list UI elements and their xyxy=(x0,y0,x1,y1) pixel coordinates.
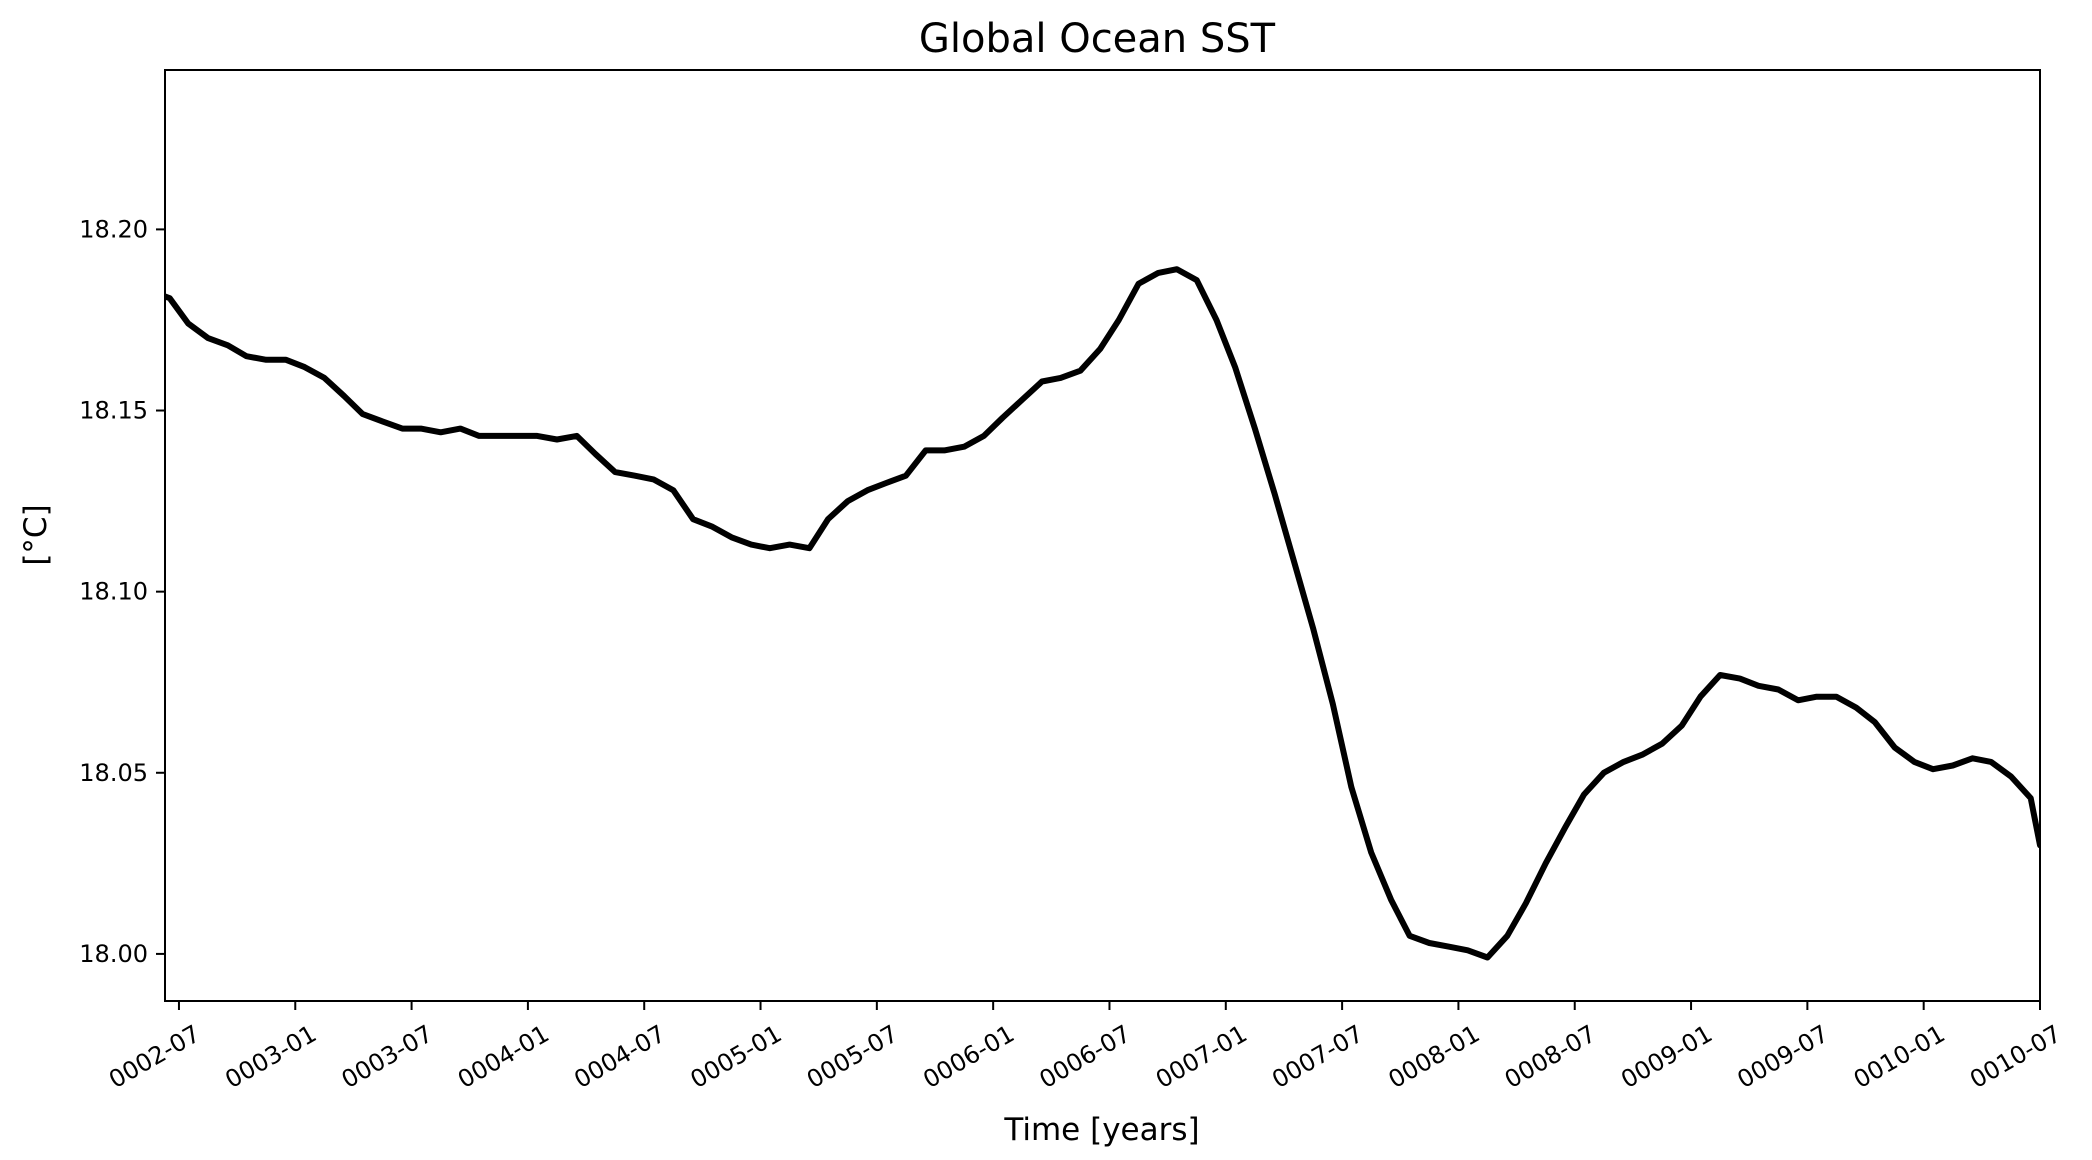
x-tick-label: 0008-01 xyxy=(1384,1020,1485,1094)
series-line xyxy=(165,266,2040,961)
x-tick-label: 0002-07 xyxy=(104,1020,205,1094)
x-tick-label: 0009-07 xyxy=(1733,1020,1834,1094)
x-tick-label: 0010-01 xyxy=(1849,1020,1950,1094)
y-tick-label: 18.05 xyxy=(79,759,148,787)
plot-frame xyxy=(164,69,2041,1002)
x-tick-label: 0004-07 xyxy=(569,1020,670,1094)
y-axis-label: [°C] xyxy=(18,504,54,565)
x-tick-label: 0007-01 xyxy=(1151,1020,1252,1094)
y-tick-label: 18.00 xyxy=(79,940,148,968)
x-axis-label: Time [years] xyxy=(1003,1112,1199,1148)
x-tick-label: 0007-07 xyxy=(1267,1020,1368,1094)
y-tick-label: 18.20 xyxy=(79,215,148,243)
x-tick-label: 0003-07 xyxy=(337,1020,438,1094)
x-tick-label: 0004-01 xyxy=(453,1020,554,1094)
y-tick-label: 18.15 xyxy=(79,397,148,425)
x-tick-label: 0010-07 xyxy=(1965,1020,2066,1094)
x-tick-label: 0008-07 xyxy=(1500,1020,1601,1094)
x-tick-label: 0005-07 xyxy=(802,1020,903,1094)
x-tick-label: 0005-01 xyxy=(686,1020,787,1094)
chart-title: Global Ocean SST xyxy=(919,16,1276,62)
y-axis: 18.00 18.05 18.10 18.15 18.20 xyxy=(79,215,165,968)
x-axis: 0002-07 0003-01 0003-07 0004-01 0004-07 0005-… xyxy=(104,1001,2066,1094)
x-tick-label: 0006-07 xyxy=(1035,1020,1136,1094)
y-tick-label: 18.10 xyxy=(79,578,148,606)
x-tick-label: 0003-01 xyxy=(220,1020,321,1094)
x-tick-label: 0006-01 xyxy=(918,1020,1019,1094)
x-tick-label: 0009-01 xyxy=(1616,1020,1717,1094)
